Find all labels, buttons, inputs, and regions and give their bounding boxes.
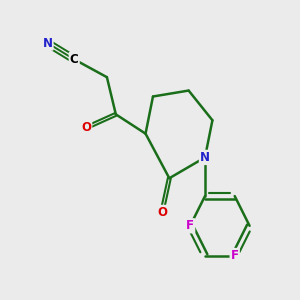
Text: N: N: [200, 151, 210, 164]
Text: F: F: [186, 219, 194, 232]
Text: O: O: [81, 121, 91, 134]
Text: C: C: [70, 53, 79, 66]
Text: F: F: [231, 249, 239, 262]
Text: N: N: [43, 37, 52, 50]
Text: O: O: [157, 206, 167, 219]
